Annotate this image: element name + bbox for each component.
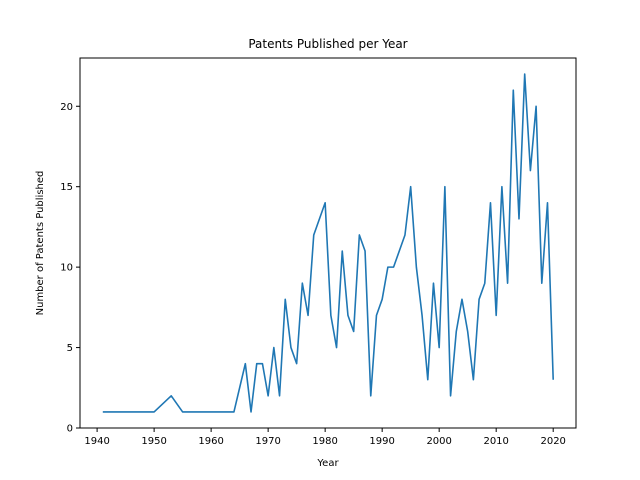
x-tick-label: 1950 xyxy=(141,436,166,447)
y-tick-label: 15 xyxy=(60,182,73,193)
chart-title: Patents Published per Year xyxy=(248,37,407,51)
x-tick-label: 1940 xyxy=(84,436,109,447)
y-tick-label: 10 xyxy=(60,263,73,274)
y-axis-label: Number of Patents Published xyxy=(35,171,46,316)
y-tick-label: 0 xyxy=(67,424,73,435)
x-tick-label: 2020 xyxy=(540,436,565,447)
x-tick-label: 2010 xyxy=(483,436,508,447)
x-tick-label: 1990 xyxy=(369,436,394,447)
x-tick-label: 1980 xyxy=(312,436,337,447)
x-tick-label: 1960 xyxy=(198,436,223,447)
y-tick-label: 5 xyxy=(67,343,73,354)
x-axis-label: Year xyxy=(316,458,339,469)
x-tick-label: 2000 xyxy=(426,436,451,447)
y-tick-label: 20 xyxy=(60,102,73,113)
x-tick-label: 1970 xyxy=(255,436,280,447)
